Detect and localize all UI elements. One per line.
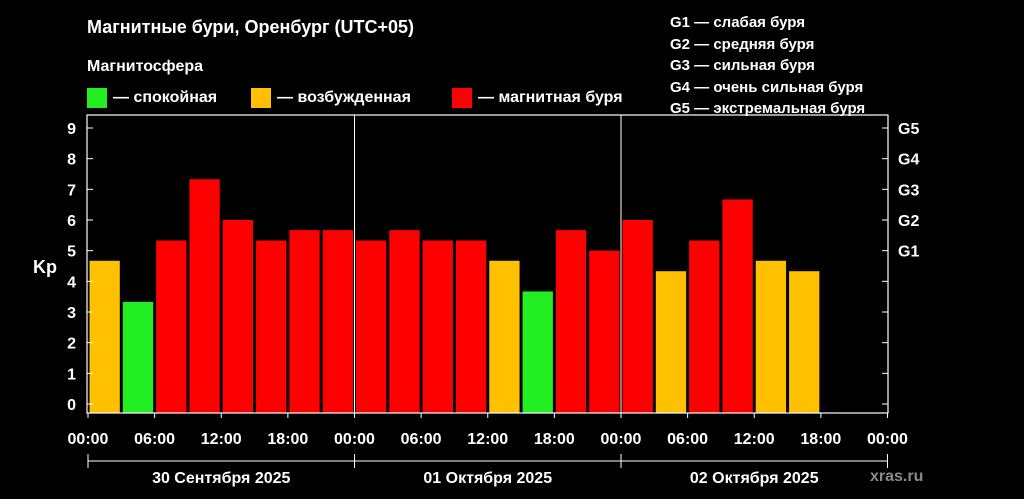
watermark: xras.ru	[870, 468, 924, 485]
kp-bar	[189, 179, 220, 413]
g-scale-item: G4 — очень сильная буря	[670, 78, 864, 96]
kp-bar	[156, 240, 187, 413]
y-tick-label: 7	[67, 182, 76, 199]
legend-swatch-active	[251, 88, 271, 108]
kp-bar	[422, 240, 453, 413]
day-label: 02 Октября 2025	[690, 470, 819, 487]
kp-bar	[622, 220, 653, 413]
g-scale-legend: G1 — слабая буря G2 — средняя буря G3 — …	[670, 12, 865, 120]
kp-bar	[489, 260, 520, 413]
kp-bar	[356, 240, 387, 413]
y-tick-label: 6	[67, 213, 76, 230]
legend-heading: Магнитосфера	[87, 58, 204, 75]
kp-bar	[455, 240, 487, 413]
y-tick-label: 2	[67, 336, 76, 353]
g-scale-item: G3 — сильная буря	[670, 57, 815, 74]
y-tick-label: 4	[67, 274, 76, 291]
y-tick-label: 0	[67, 397, 76, 414]
kp-bar	[722, 199, 753, 413]
day-label: 30 Сентября 2025	[152, 470, 290, 487]
x-tick-label: 12:00	[734, 431, 775, 448]
kp-bar	[289, 230, 320, 413]
kp-bar	[789, 271, 820, 413]
kp-bar	[589, 250, 620, 413]
y-tick-label: 5	[67, 244, 76, 261]
y-tick-label: 1	[67, 366, 76, 383]
g-scale-item: G2 — средняя буря	[670, 35, 815, 53]
kp-bar	[389, 230, 420, 413]
y-tick-label: 3	[67, 305, 76, 322]
kp-bar	[555, 230, 587, 413]
x-tick-label: 18:00	[800, 431, 841, 448]
x-tick-label: 18:00	[267, 431, 308, 448]
g-level-label: G2	[898, 213, 919, 230]
y-tick-label: 9	[67, 121, 76, 138]
y-tick-label: 8	[67, 152, 76, 169]
kp-bar	[322, 230, 353, 413]
legend-item-storm: — магнитная буря	[452, 87, 623, 109]
x-tick-label: 06:00	[401, 431, 442, 448]
kp-bar	[256, 240, 287, 413]
kp-bar	[122, 301, 154, 413]
g-level-label: G3	[898, 182, 919, 199]
kp-bar	[89, 260, 120, 413]
legend-swatch-quiet	[87, 88, 107, 108]
g-scale-item: G5 — экстремальная буря	[670, 100, 866, 117]
x-tick-label: 00:00	[68, 431, 109, 448]
x-tick-label: 12:00	[467, 431, 508, 448]
kp-bar	[655, 271, 687, 413]
g-level-label: G4	[898, 152, 919, 169]
kp-bar	[222, 220, 254, 413]
legend-label-quiet: — спокойная	[113, 89, 218, 106]
x-tick-label: 00:00	[867, 431, 908, 448]
g-scale-item: G1 — слабая буря	[670, 14, 806, 31]
legend-item-active: — возбужденная	[251, 87, 411, 109]
kp-bar	[522, 291, 553, 413]
x-tick-label: 12:00	[201, 431, 242, 448]
x-tick-label: 00:00	[601, 431, 642, 448]
legend-item-quiet: — спокойная	[87, 87, 217, 109]
day-label: 01 Октября 2025	[423, 470, 552, 487]
x-tick-label: 06:00	[134, 431, 175, 448]
g-level-label: G1	[898, 244, 919, 261]
x-tick-label: 00:00	[334, 431, 375, 448]
y-axis-label: Kp	[33, 257, 57, 277]
legend-label-storm: — магнитная буря	[478, 89, 623, 106]
kp-bar	[689, 240, 720, 413]
legend-label-active: — возбужденная	[277, 89, 411, 106]
kp-bar	[755, 260, 787, 413]
x-tick-label: 18:00	[534, 431, 575, 448]
legend-swatch-storm	[452, 88, 472, 108]
g-level-label: G5	[898, 121, 919, 138]
x-tick-label: 06:00	[667, 431, 708, 448]
chart-title: Магнитные бури, Оренбург (UTC+05)	[87, 17, 414, 37]
